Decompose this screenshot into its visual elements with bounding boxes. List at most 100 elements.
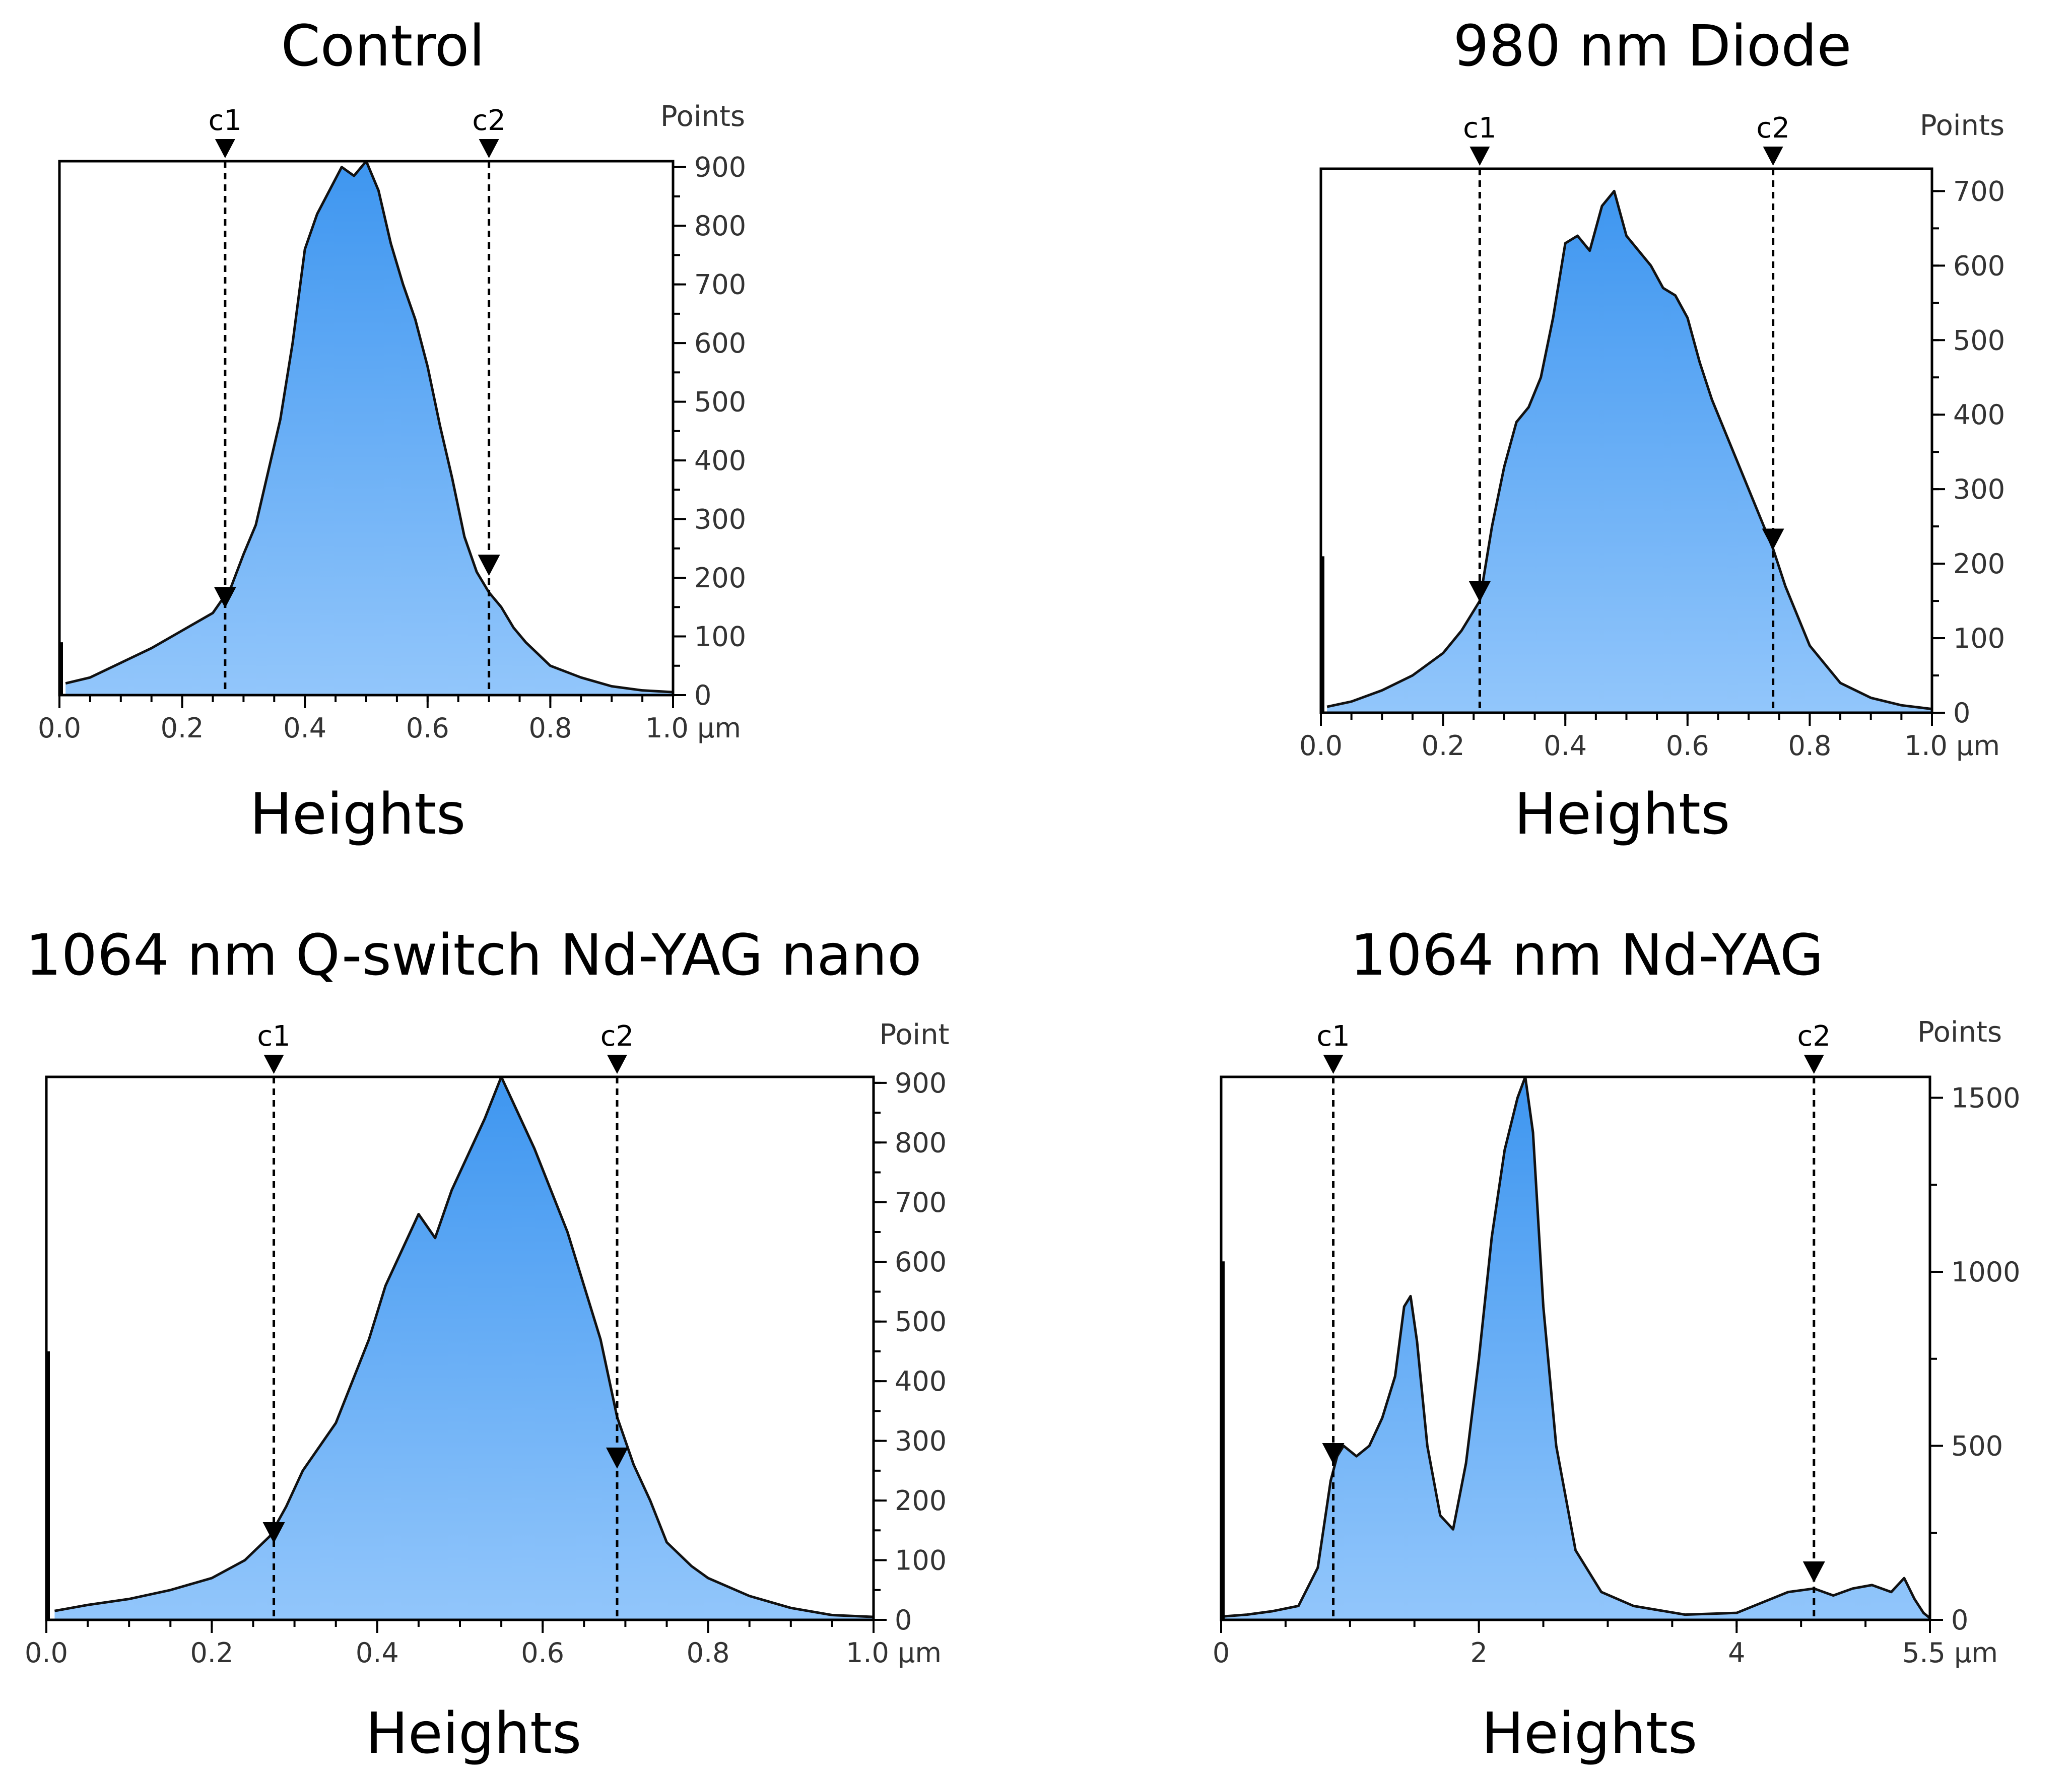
y-tick-label: 100 xyxy=(895,1545,947,1577)
cursor-curve-marker-icon xyxy=(606,1447,628,1469)
cursor-label: c2 xyxy=(600,1020,634,1053)
plot-frame xyxy=(1220,1075,1931,1621)
cursor-c2[interactable]: c2 xyxy=(472,104,506,695)
x-tick-label: 1.0 µm xyxy=(645,712,741,744)
y-tick-label: 1500 xyxy=(1951,1082,2020,1114)
x-axis-label: Heights xyxy=(250,782,466,847)
x-tick-label: 2 xyxy=(1470,1637,1487,1669)
cursor-c2[interactable]: c2 xyxy=(600,1020,634,1620)
y-tick-label: 300 xyxy=(694,504,746,535)
y-tick-label: 800 xyxy=(895,1127,947,1158)
x-tick-label: 0.8 xyxy=(1788,730,1831,762)
y-tick-label: 200 xyxy=(895,1485,947,1517)
cursor-label: c2 xyxy=(1797,1020,1831,1053)
y-tick-label: 600 xyxy=(694,327,746,359)
y-tick-label: 900 xyxy=(694,152,746,183)
cursor-curve-marker-icon xyxy=(1468,581,1491,602)
x-axis-label: Heights xyxy=(366,1701,582,1766)
cursor-top-marker-icon[interactable] xyxy=(1469,147,1490,166)
x-tick-label: 1.0 µm xyxy=(1904,730,2000,762)
chart-title: 1064 nm Q-switch Nd-YAG nano xyxy=(25,923,921,988)
histogram-panel-3: 1064 nm Q-switch Nd-YAG nano 0.0 0.2 0.4 0.6… xyxy=(25,923,949,1766)
y-tick-label: 0 xyxy=(694,679,711,711)
x-tick-label: 0.4 xyxy=(1544,730,1587,762)
y-tick-label: 300 xyxy=(895,1425,947,1457)
y-tick-label: 700 xyxy=(895,1187,947,1218)
cursor-c2[interactable]: c2 xyxy=(1756,112,1790,713)
x-tick-label: 0.8 xyxy=(528,712,572,744)
x-tick-label: 0.0 xyxy=(38,712,81,744)
x-tick-label: 0.6 xyxy=(1666,730,1709,762)
x-tick-label: 0.2 xyxy=(1422,730,1465,762)
x-tick-label: 0.4 xyxy=(356,1637,399,1669)
y-tick-label: 800 xyxy=(694,210,746,242)
histogram-panel-2: 980 nm Diode 0.0 0.2 0.4 0.6 0.8 1.0 µm0 100 200… xyxy=(1299,14,2005,847)
y-tick-label: 500 xyxy=(694,386,746,418)
cursor-c2[interactable]: c2 xyxy=(1797,1020,1831,1620)
x-tick-label: 1.0 µm xyxy=(846,1637,942,1669)
x-tick-label: 0.2 xyxy=(161,712,204,744)
cursor-top-marker-icon[interactable] xyxy=(263,1055,284,1074)
histogram-outline xyxy=(65,160,674,694)
y-tick-label: 200 xyxy=(1953,548,2005,580)
histogram-panel-1: Control 0.0 0.2 0.4 0.6 0.8 1.0 µm0 100 200 300 40… xyxy=(38,14,746,847)
cursor-c1[interactable]: c1 xyxy=(209,104,242,695)
x-tick-label: 0.4 xyxy=(283,712,326,744)
cursor-top-marker-icon[interactable] xyxy=(607,1055,627,1074)
cursor-c1[interactable]: c1 xyxy=(1316,1020,1350,1620)
x-tick-label: 5.5 µm xyxy=(1902,1637,1998,1669)
cursor-c1[interactable]: c1 xyxy=(257,1020,291,1620)
x-axis-label: Heights xyxy=(1514,782,1730,847)
cursor-top-marker-icon[interactable] xyxy=(479,139,499,158)
histogram-area xyxy=(54,1077,874,1620)
cursor-label: c2 xyxy=(472,104,505,137)
y-axis-unit: Point xyxy=(879,1018,949,1051)
cursor-label: c1 xyxy=(257,1020,290,1053)
cursor-top-marker-icon[interactable] xyxy=(215,139,235,158)
histogram-outline xyxy=(1223,1075,1931,1619)
y-tick-label: 100 xyxy=(694,621,746,653)
y-tick-label: 1000 xyxy=(1951,1256,2020,1288)
histogram-area xyxy=(1327,191,1932,713)
histogram-area xyxy=(1224,1077,1930,1620)
chart-title: 1064 nm Nd-YAG xyxy=(1350,923,1823,988)
y-tick-label: 300 xyxy=(1953,473,2005,505)
histogram-outline xyxy=(54,1075,874,1618)
x-tick-label: 4 xyxy=(1728,1637,1745,1669)
y-tick-label: 0 xyxy=(895,1604,912,1636)
y-tick-label: 900 xyxy=(895,1067,947,1099)
y-tick-label: 200 xyxy=(694,562,746,594)
x-tick-label: 0.2 xyxy=(190,1637,233,1669)
cursor-top-marker-icon[interactable] xyxy=(1803,1055,1824,1074)
chart-title: Control xyxy=(281,14,485,79)
x-tick-label: 0.0 xyxy=(25,1637,68,1669)
cursor-curve-marker-icon xyxy=(1322,1443,1345,1465)
y-tick-label: 400 xyxy=(1953,399,2005,431)
y-tick-label: 700 xyxy=(1953,175,2005,207)
cursor-label: c2 xyxy=(1756,112,1789,145)
y-axis-unit: Points xyxy=(1917,1016,2002,1049)
cursor-label: c1 xyxy=(209,104,242,137)
y-axis-unit: Points xyxy=(1920,109,2004,142)
cursor-c1[interactable]: c1 xyxy=(1463,112,1497,713)
y-tick-label: 500 xyxy=(1951,1430,2003,1462)
cursor-label: c1 xyxy=(1463,112,1496,145)
x-axis-label: Heights xyxy=(1482,1701,1698,1766)
cursor-top-marker-icon[interactable] xyxy=(1763,147,1783,166)
cursor-top-marker-icon[interactable] xyxy=(1323,1055,1344,1074)
chart-title: 980 nm Diode xyxy=(1453,14,1852,79)
y-tick-label: 100 xyxy=(1953,623,2005,654)
cursor-curve-marker-icon xyxy=(478,555,500,576)
x-tick-label: 0.6 xyxy=(406,712,449,744)
x-tick-label: 0.0 xyxy=(1299,730,1343,762)
cursor-curve-marker-icon xyxy=(1802,1561,1825,1583)
x-tick-label: 0.8 xyxy=(687,1637,730,1669)
x-tick-label: 0 xyxy=(1213,1637,1230,1669)
x-tick-label: 0.6 xyxy=(521,1637,564,1669)
cursor-label: c1 xyxy=(1316,1020,1350,1053)
y-axis-unit: Points xyxy=(660,100,745,133)
y-tick-label: 600 xyxy=(895,1246,947,1278)
y-tick-label: 600 xyxy=(1953,250,2005,282)
